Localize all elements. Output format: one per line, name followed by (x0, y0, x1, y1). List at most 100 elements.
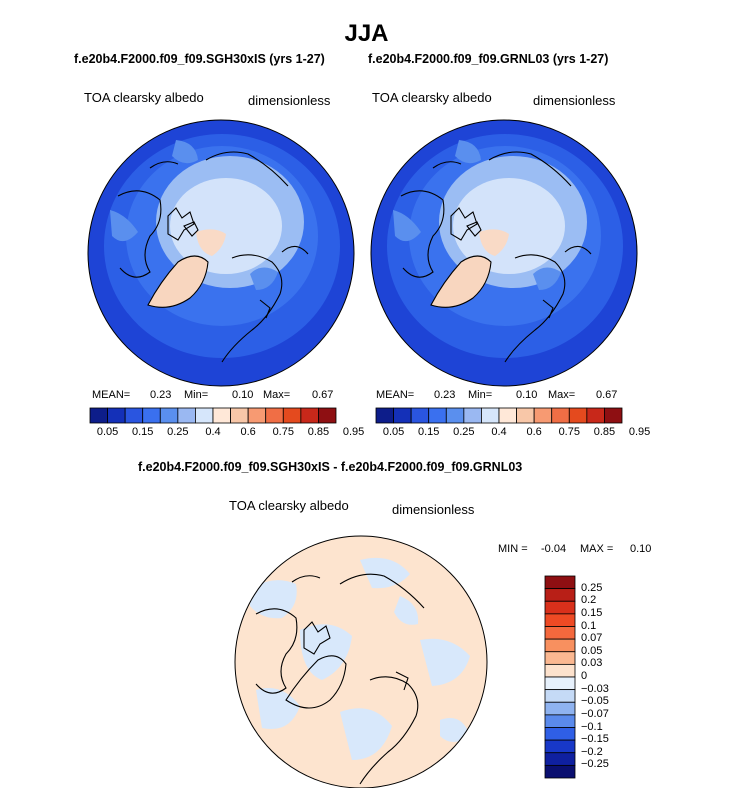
diff-colorbar-swatch (544, 714, 576, 728)
diff-colorbar-tick-label: 0 (581, 670, 588, 682)
panel-1-colorbar-swatch (230, 407, 249, 424)
panel-1-colorbar-tick-label: 0.25 (167, 426, 189, 438)
panel-1-colorbar-swatch (300, 407, 319, 424)
panel-1-colorbar-swatch (142, 407, 161, 424)
diff-colorbar-swatch (544, 752, 576, 766)
diff-colorbar-swatch (544, 676, 576, 691)
panel-1-map (88, 120, 354, 386)
panel-2-max-value: 0.67 (596, 389, 618, 401)
diff-colorbar-swatch (544, 727, 576, 741)
panel-1-case-title: f.e20b4.F2000.f09_f09.SGH30xIS (yrs 1-27… (74, 52, 325, 66)
panel-2-coastlines (400, 151, 592, 363)
panel-1-max-label: Max= (263, 389, 291, 401)
page-title: JJA (344, 20, 389, 47)
diff-colorbar-swatch (544, 663, 576, 678)
panel-2-colorbar-swatch (393, 407, 412, 424)
diff-colorbar-swatch (544, 638, 576, 653)
panel-1-colorbar-swatch (124, 407, 144, 424)
diff-colorbar-swatch (544, 588, 576, 602)
panel-1-colorbar-tick-label: 0.4 (205, 426, 221, 438)
diff-colorbar-tick-label: −0.07 (581, 707, 609, 720)
panel-1-colorbar-tick-label: 0.75 (272, 426, 294, 438)
panel-2-colorbar-swatch (375, 407, 394, 424)
panel-1-colorbar-tick-label: 0.95 (342, 426, 365, 438)
panel-2-colorbar-swatch (568, 407, 588, 424)
panel-2-colorbar-swatch (516, 407, 535, 424)
panel-2-colorbar-tick-label: 0.75 (558, 426, 580, 438)
panel-2-colorbar-swatch (445, 407, 465, 424)
panel-2-units: dimensionless (533, 93, 616, 108)
panel-1-colorbar-swatch (212, 407, 231, 424)
panel-1-colorbar-swatch (107, 407, 126, 424)
diff-variable: TOA clearsky albedo (229, 498, 349, 513)
diff-colorbar-swatch (544, 689, 576, 703)
panel-2-colorbar-swatch (498, 407, 517, 424)
diff-colorbar-swatch (544, 613, 576, 627)
diff-coastlines (255, 573, 425, 785)
panel-2-colorbar-tick-label: 0.4 (491, 426, 507, 438)
panel-1-min-value: 0.10 (232, 389, 254, 401)
panel-1-colorbar-swatch (195, 407, 214, 424)
panel-2-colorbar-tick-label: 0.05 (382, 426, 405, 438)
diff-colorbar (544, 575, 576, 779)
panel-2-colorbar-tick-label: 0.25 (453, 426, 475, 438)
diff-title: f.e20b4.F2000.f09_f09.SGH30xIS - f.e20b4… (138, 460, 523, 474)
diff-colorbar-tick-label: −0.25 (581, 758, 609, 771)
panel-2-mean-label: MEAN= (376, 389, 415, 401)
panel-1-mean-value: 0.23 (150, 389, 172, 401)
panel-2-colorbar-swatch (428, 407, 447, 424)
panel-1-colorbar-swatch (282, 407, 302, 424)
diff-colorbar-tick-label: −0.2 (581, 745, 603, 758)
diff-colorbar-swatch (544, 651, 576, 665)
diff-colorbar-swatch (544, 600, 576, 615)
panel-2-min-label: Min= (468, 389, 493, 401)
panel-2-colorbar-swatch (410, 407, 430, 424)
panel-2-colorbar (375, 407, 623, 424)
diff-colorbar-tick-label: −0.15 (581, 733, 609, 746)
diff-colorbar-tick-label: 0.25 (581, 581, 603, 594)
diff-colorbar-tick-label: −0.05 (581, 695, 609, 708)
panel-2-colorbar-swatch (533, 407, 553, 424)
diff-colorbar-swatch (544, 701, 576, 716)
panel-2-colorbar-swatch (586, 407, 605, 424)
panel-2-colorbar-tick-label: 0.6 (526, 426, 542, 438)
panel-2-colorbar-swatch (604, 407, 623, 424)
panel-1-colorbar-tick-label: 0.05 (96, 426, 119, 438)
diff-min-label: MIN = (498, 543, 528, 555)
panel-1-colorbar-tick-label: 0.85 (307, 426, 330, 438)
diff-colorbar-tick-label: 0.2 (581, 594, 597, 607)
diff-colorbar-tick-label: 0.07 (581, 632, 603, 645)
diff-colorbar-swatch (544, 739, 576, 754)
panel-2-colorbar-swatch (463, 407, 482, 424)
diff-units: dimensionless (392, 502, 475, 517)
panel-1-min-label: Min= (184, 389, 209, 401)
panel-2-case-title: f.e20b4.F2000.f09_f09.GRNL03 (yrs 1-27) (368, 52, 609, 66)
panel-1-colorbar-tick-label: 0.15 (131, 426, 154, 438)
panel-1-colorbar-tick-label: 0.6 (240, 426, 256, 438)
panel-1-mean-label: MEAN= (92, 389, 131, 401)
panel-2-map (371, 120, 637, 386)
panel-2-colorbar-tick-label: 0.85 (593, 426, 616, 438)
panel-1-colorbar (89, 407, 337, 424)
diff-max-label: MAX = (580, 543, 614, 555)
panel-2-mean-value: 0.23 (434, 389, 456, 401)
panel-1-colorbar-swatch (89, 407, 108, 424)
diff-colorbar-tick-label: 0.1 (581, 619, 597, 632)
diff-colorbar-tick-label: 0.03 (581, 657, 603, 670)
panel-1-coastlines (117, 151, 309, 363)
panel-1-max-value: 0.67 (312, 389, 334, 401)
diff-max-value: 0.10 (630, 543, 652, 555)
panel-2-colorbar-tick-label: 0.95 (628, 426, 651, 438)
diff-colorbar-tick-label: 0.15 (581, 606, 603, 619)
diff-colorbar-swatch (544, 575, 576, 590)
panel-2-colorbar-tick-label: 0.15 (417, 426, 440, 438)
diff-colorbar-tick-label: 0.05 (581, 644, 603, 657)
panel-2-colorbar-swatch (481, 407, 500, 424)
panel-1-colorbar-swatch (177, 407, 196, 424)
diff-colorbar-swatch (544, 626, 576, 640)
panel-1-units: dimensionless (248, 93, 331, 108)
diff-colorbar-swatch (544, 764, 576, 779)
diff-map (235, 536, 487, 788)
panel-2-max-label: Max= (548, 389, 576, 401)
